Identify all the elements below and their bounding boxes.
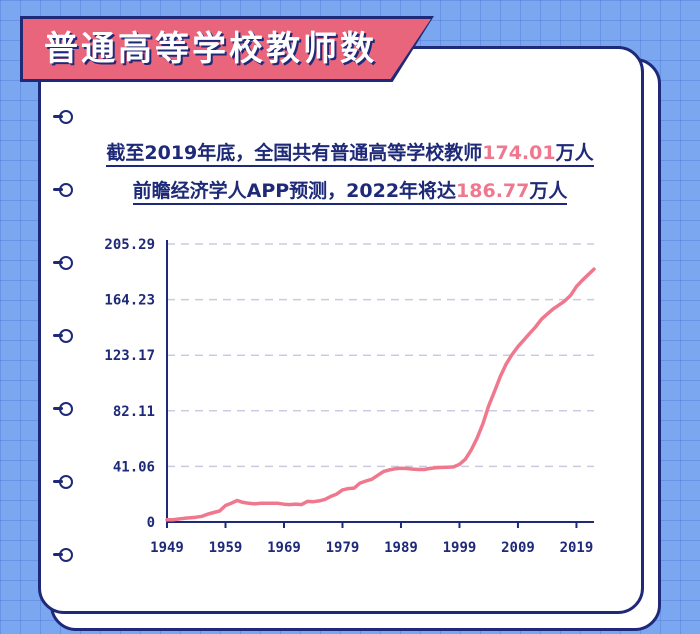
binder-ring bbox=[53, 402, 73, 416]
binder-ring bbox=[53, 183, 73, 197]
x-tick-label: 1949 bbox=[150, 540, 184, 556]
x-tick-label: 1989 bbox=[384, 540, 418, 556]
x-tick-label: 1959 bbox=[209, 540, 243, 556]
y-tick-label: 41.06 bbox=[113, 459, 155, 475]
headline-2-prefix: 前瞻经济学人APP预测，2022年将达 bbox=[132, 180, 457, 202]
page-title: 普通高等学校教师数 bbox=[44, 29, 377, 69]
binder-ring bbox=[53, 475, 73, 489]
x-tick-label: 1999 bbox=[443, 540, 477, 556]
headline-2-suffix: 万人 bbox=[529, 180, 568, 202]
x-tick-label: 1969 bbox=[267, 540, 301, 556]
y-tick-label: 82.11 bbox=[113, 404, 155, 420]
binder-ring bbox=[53, 256, 73, 270]
card bbox=[38, 46, 644, 614]
y-tick-label: 123.17 bbox=[104, 348, 155, 364]
y-tick-label: 164.23 bbox=[104, 293, 155, 309]
binder-ring bbox=[53, 329, 73, 343]
headline-2-value: 186.77 bbox=[456, 180, 530, 202]
binder-ring bbox=[53, 110, 73, 124]
headline-1-prefix: 截至2019年底，全国共有普通高等学校教师 bbox=[106, 142, 483, 164]
x-tick-label: 2019 bbox=[560, 540, 594, 556]
headline-1-value: 174.01 bbox=[482, 142, 556, 164]
y-tick-label: 205.29 bbox=[104, 237, 155, 253]
x-tick-label: 2009 bbox=[501, 540, 535, 556]
headline-line-1: 截至2019年底，全国共有普通高等学校教师174.01万人 bbox=[0, 138, 700, 167]
series-line bbox=[165, 267, 596, 522]
headline-line-2: 前瞻经济学人APP预测，2022年将达186.77万人 bbox=[0, 176, 700, 205]
y-tick-label: 0 bbox=[147, 515, 155, 531]
headline-1-suffix: 万人 bbox=[555, 142, 594, 164]
x-tick-label: 1979 bbox=[326, 540, 360, 556]
binder-ring bbox=[53, 548, 73, 562]
title-banner bbox=[23, 19, 431, 79]
